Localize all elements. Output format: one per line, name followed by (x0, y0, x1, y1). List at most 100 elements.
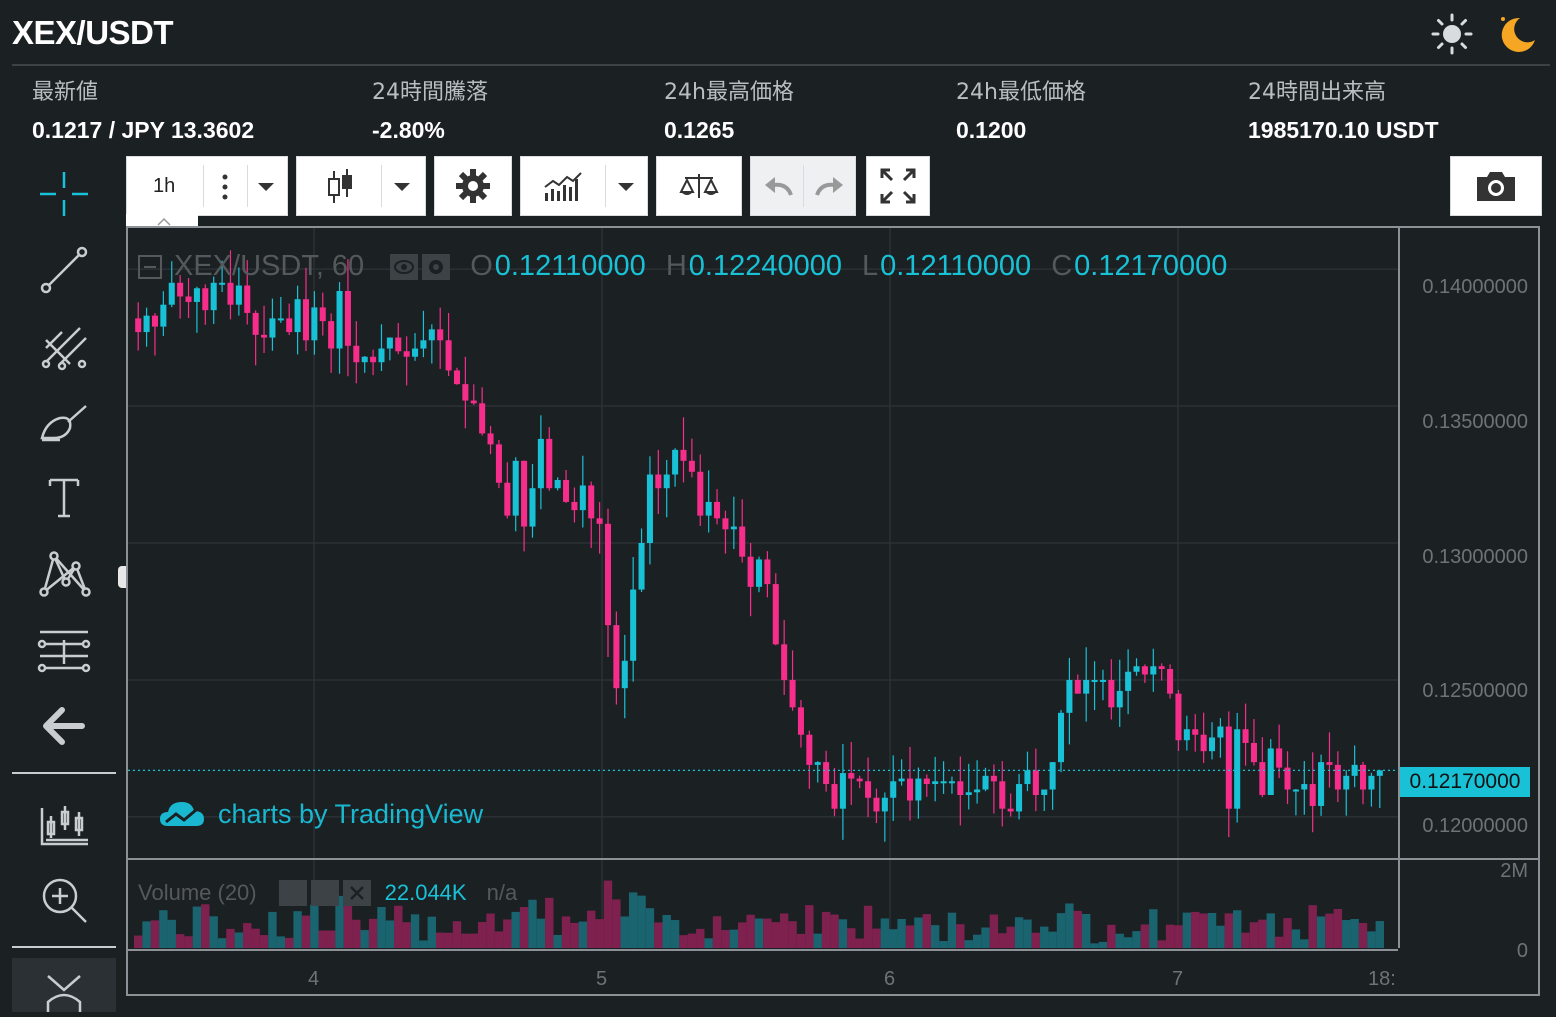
tool-trend-line[interactable] (36, 242, 92, 298)
candle-body (563, 480, 570, 502)
candle-body (403, 351, 410, 357)
text-icon (48, 478, 80, 518)
volume-bar (419, 940, 428, 948)
eye-icon[interactable] (278, 880, 307, 906)
volume-bar (587, 910, 596, 948)
stat-24h-low: 24h最低価格 0.1200 (956, 74, 1086, 144)
compare-button[interactable] (656, 156, 742, 216)
volume-bar (436, 932, 445, 948)
chart-type-button[interactable] (296, 156, 426, 216)
chevron-down-icon[interactable] (257, 181, 275, 193)
close-icon[interactable] (342, 880, 371, 906)
chevron-down-icon[interactable] (617, 181, 635, 193)
settings-icon[interactable] (422, 253, 451, 280)
volume-bar (427, 916, 437, 948)
stat-value: 1985170.10 USDT (1248, 117, 1439, 143)
screenshot-button[interactable] (1450, 156, 1542, 216)
tool-hide-panel[interactable] (36, 698, 92, 754)
pattern-icon (39, 551, 91, 597)
candle-body (739, 526, 746, 557)
fullscreen-button[interactable] (866, 156, 930, 216)
main-legend: XEX/USDT, 60 O 0.12110000 H 0.12240000 L… (138, 250, 1227, 283)
more-vertical-icon[interactable] (217, 173, 233, 201)
volume-bar (662, 914, 671, 948)
candle-body (143, 315, 150, 333)
candle-body (294, 299, 301, 333)
indicators-button[interactable] (520, 156, 648, 216)
candle-body (982, 775, 989, 790)
volume-y-tick: 2M (1500, 860, 1528, 882)
price-chart[interactable] (128, 228, 1538, 994)
candle-body (227, 282, 234, 305)
settings-button[interactable] (434, 156, 512, 216)
candle-body (1083, 679, 1090, 694)
volume-bar (654, 922, 663, 948)
volume-bar (855, 938, 864, 948)
tool-pattern[interactable] (36, 546, 92, 602)
volume-na: n/a (486, 880, 518, 905)
tool-brush[interactable] (36, 394, 92, 450)
legend-c-label: C (1051, 250, 1073, 282)
legend-low: 0.12110000 (880, 250, 1032, 282)
candle-body (638, 543, 645, 590)
candle-body (1200, 734, 1207, 752)
volume-bar (754, 918, 764, 948)
y-tick: 0.12000000 (1422, 815, 1528, 837)
volume-bar (1073, 910, 1082, 948)
volume-bar (947, 912, 957, 948)
volume-bar (293, 911, 302, 948)
volume-bar (1123, 937, 1133, 948)
candle-body (1192, 729, 1199, 735)
candle-body (957, 781, 964, 795)
tool-crosshair[interactable] (36, 166, 92, 222)
tool-zoom-in[interactable] (36, 872, 92, 928)
tool-fib[interactable] (36, 622, 92, 678)
volume-bar (1165, 924, 1175, 948)
candle-body (1099, 679, 1106, 682)
candle-body (839, 773, 846, 809)
x-tick: 18: (1368, 968, 1396, 990)
volume-bar (1132, 931, 1141, 948)
moon-icon[interactable] (1494, 12, 1538, 56)
candle-body (613, 625, 620, 689)
redo-icon[interactable] (815, 173, 845, 199)
tool-long-position[interactable] (36, 798, 92, 854)
volume-value: 22.044K (384, 880, 467, 905)
candle-body (412, 348, 419, 357)
interval-selector[interactable]: 1h (126, 156, 288, 216)
volume-bar (134, 935, 143, 948)
candle-body (328, 321, 335, 349)
volume-bar (150, 920, 160, 948)
stat-label: 24時間騰落 (372, 80, 488, 105)
candle-body (462, 384, 469, 401)
undo-icon[interactable] (763, 173, 793, 199)
candle-body (168, 282, 175, 305)
toolbar-more[interactable] (12, 958, 116, 1012)
volume-bar (561, 916, 571, 948)
chart-container[interactable]: XEX/USDT, 60 O 0.12110000 H 0.12240000 L… (126, 226, 1540, 996)
undo-redo-group (750, 156, 856, 216)
volume-bar (712, 916, 722, 948)
volume-bar (1056, 913, 1066, 948)
candle-body (512, 460, 519, 516)
volume-bar (872, 928, 881, 948)
settings-icon[interactable] (310, 880, 339, 906)
candle-body (797, 707, 804, 735)
volume-bar (486, 913, 495, 948)
candle-body (495, 444, 502, 483)
volume-bar (201, 904, 210, 948)
panel-collapse-handle[interactable] (118, 566, 126, 588)
volume-bar (763, 918, 772, 948)
tool-text[interactable] (36, 470, 92, 526)
tool-pitchfork[interactable] (36, 318, 92, 374)
stat-24h-high: 24h最高価格 0.1265 (664, 74, 794, 144)
eye-icon[interactable] (390, 253, 419, 280)
tradingview-watermark[interactable]: charts by TradingView (158, 798, 483, 830)
volume-bar (1006, 926, 1015, 948)
candles-icon (328, 169, 352, 203)
chevron-down-icon[interactable] (393, 181, 411, 193)
candle-body (1057, 712, 1065, 763)
sun-icon[interactable] (1430, 12, 1474, 56)
candle-body (890, 781, 897, 798)
collapse-legend-icon[interactable] (138, 254, 162, 279)
